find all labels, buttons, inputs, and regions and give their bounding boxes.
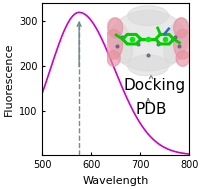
Text: PDB: PDB [135,102,167,117]
Text: Docking: Docking [123,78,185,93]
Y-axis label: Fluorescence: Fluorescence [3,43,14,116]
X-axis label: Wavelength: Wavelength [83,176,149,186]
